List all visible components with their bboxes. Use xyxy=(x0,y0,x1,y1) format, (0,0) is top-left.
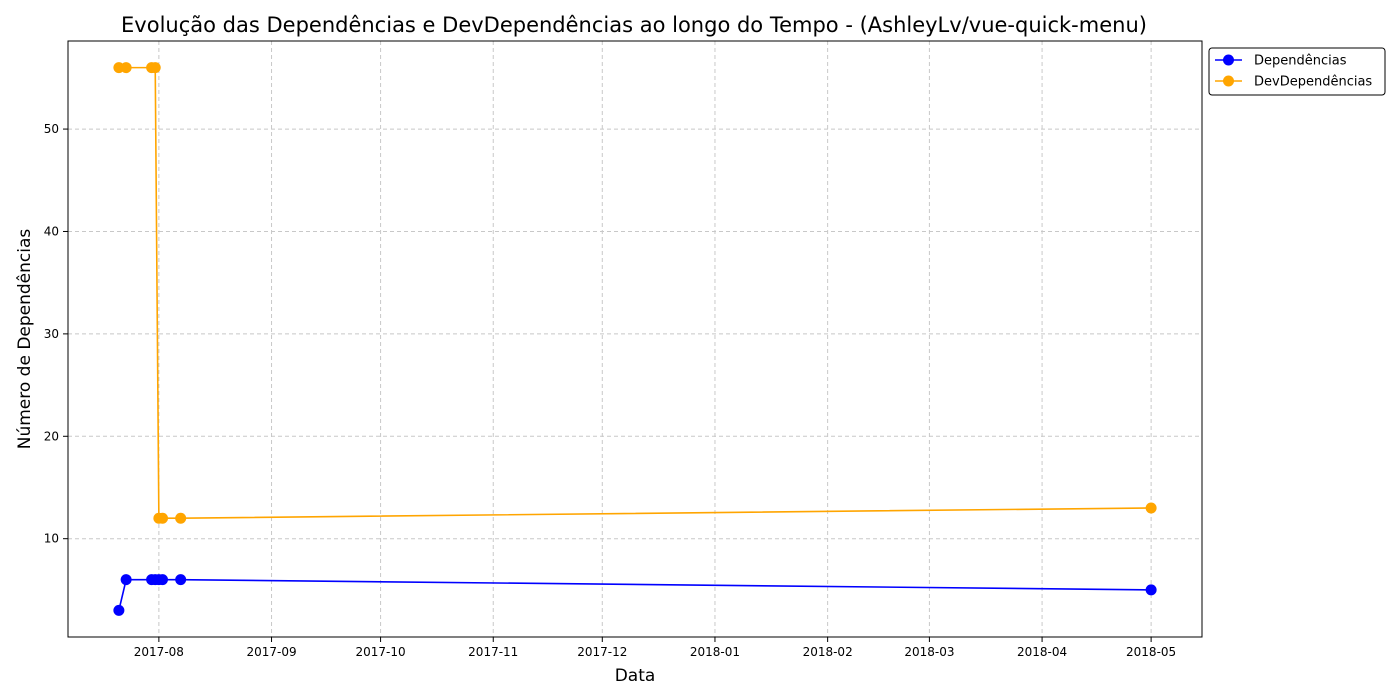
y-tick-label: 20 xyxy=(44,429,59,443)
x-tick-label: 2018-02 xyxy=(803,645,853,659)
chart-title: Evolução das Dependências e DevDependênc… xyxy=(121,13,1147,37)
data-point xyxy=(120,574,132,586)
x-tick-label: 2017-11 xyxy=(468,645,518,659)
legend-label: DevDependências xyxy=(1254,75,1372,90)
x-tick-label: 2018-04 xyxy=(1017,645,1067,659)
y-axis-label: Número de Dependências xyxy=(15,229,35,450)
series-line xyxy=(118,66,1152,520)
y-tick-label: 30 xyxy=(44,327,59,341)
x-tick-label: 2018-03 xyxy=(904,645,954,659)
series-line xyxy=(118,578,1152,611)
y-tick-label: 10 xyxy=(44,532,59,546)
x-tick-label: 2017-10 xyxy=(356,645,406,659)
data-point xyxy=(1145,584,1157,596)
plot-frame xyxy=(67,40,1203,638)
x-tick-label: 2017-09 xyxy=(246,645,296,659)
data-point xyxy=(157,512,168,524)
legend: Dependências DevDependências xyxy=(1208,47,1386,96)
x-tick-label: 2017-12 xyxy=(577,645,627,659)
data-point xyxy=(175,512,187,524)
data-point xyxy=(1145,502,1157,514)
x-axis-label: Data xyxy=(615,666,656,686)
y-tick-label: 40 xyxy=(44,224,59,238)
series-layer xyxy=(113,62,1157,616)
legend-marker xyxy=(1223,75,1234,87)
series-1 xyxy=(113,574,1157,616)
x-tick-label: 2018-05 xyxy=(1126,645,1176,659)
data-point xyxy=(113,604,125,616)
x-axis: 2017-08 2017-09 2017-10 2017-11 2017-12 2018-… xyxy=(134,637,1176,659)
legend-marker xyxy=(1223,54,1234,66)
legend-frame xyxy=(1208,47,1386,96)
y-axis: 10 20 30 40 50 xyxy=(44,122,68,546)
x-tick-label: 2017-08 xyxy=(134,645,184,659)
data-point xyxy=(120,62,132,74)
x-tick-label: 2018-01 xyxy=(690,645,740,659)
data-point xyxy=(175,574,187,586)
legend-label: Dependências xyxy=(1254,54,1347,69)
grid xyxy=(68,41,1202,637)
y-tick-label: 50 xyxy=(44,122,59,136)
series-2 xyxy=(113,62,1157,524)
data-point xyxy=(157,574,168,586)
data-point xyxy=(149,62,161,74)
